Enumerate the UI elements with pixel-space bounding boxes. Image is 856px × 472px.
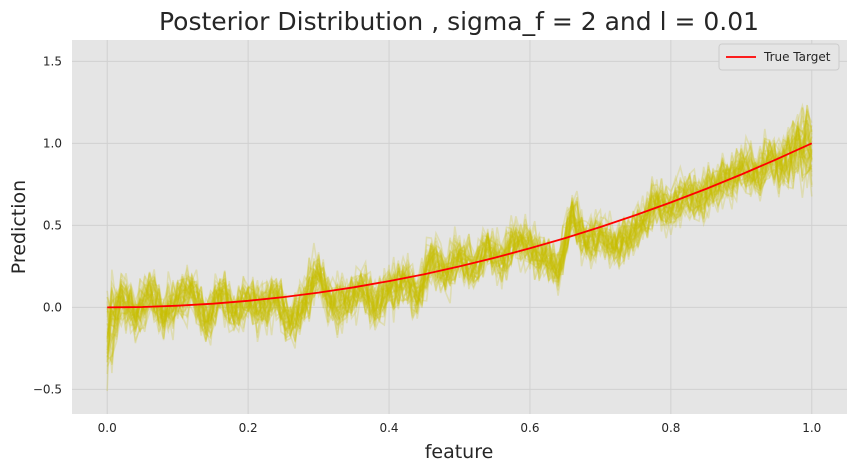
ticks-layer: 0.0 0.2 0.4 0.6 0.8 1.0 −0.5 0.0 0.5 1.0 1.5 [33, 54, 821, 435]
posterior-sample-line [106, 133, 813, 340]
true-target-line [107, 142, 813, 309]
posterior-sample-line [106, 120, 813, 365]
series-layer [107, 142, 813, 309]
x-tick-label: 0.8 [661, 421, 680, 435]
y-tick-label: 0.5 [43, 218, 62, 232]
plot-background [72, 40, 847, 414]
posterior-sample-line [106, 120, 813, 336]
y-tick-label: 1.5 [43, 54, 62, 68]
y-tick-label: 1.0 [43, 136, 62, 150]
x-tick-label: 1.0 [802, 421, 821, 435]
y-tick-label: −0.5 [33, 382, 62, 396]
posterior-sample-line [106, 104, 813, 336]
x-tick-label: 0.0 [98, 421, 117, 435]
posterior-sample-line [106, 120, 813, 340]
posterior-sample-line [106, 134, 813, 366]
y-axis-label: Prediction [8, 180, 30, 274]
posterior-sample-line [106, 109, 813, 351]
grid-layer [72, 40, 847, 414]
posterior-sample-line [106, 128, 813, 344]
x-tick-label: 0.2 [239, 421, 258, 435]
posterior-sample-line [106, 122, 813, 340]
posterior-sample-line [106, 127, 813, 348]
posterior-samples-layer [106, 102, 813, 391]
posterior-sample-line [106, 132, 813, 343]
legend: True Target [718, 43, 840, 71]
posterior-sample-line [106, 105, 813, 374]
y-tick-label: 0.0 [43, 300, 62, 314]
posterior-sample-line [106, 137, 813, 354]
posterior-sample-line [106, 114, 813, 339]
posterior-sample-line [106, 127, 813, 342]
posterior-sample-line [106, 125, 813, 361]
x-tick-label: 0.4 [379, 421, 398, 435]
posterior-sample-line [106, 128, 813, 343]
x-tick-label: 0.6 [520, 421, 539, 435]
posterior-sample-line [106, 140, 813, 338]
posterior-sample-line [106, 107, 813, 358]
chart-title: Posterior Distribution , sigma_f = 2 and… [159, 7, 759, 36]
posterior-sample-line [107, 135, 813, 335]
posterior-sample-line [106, 110, 813, 350]
posterior-sample-line [106, 138, 813, 367]
posterior-sample-line [106, 130, 812, 327]
posterior-sample-line [106, 113, 813, 343]
legend-label-true-target: True Target [763, 50, 831, 64]
posterior-sample-line [106, 126, 813, 343]
x-axis-label: feature [425, 441, 494, 463]
posterior-sample-line [106, 120, 813, 363]
posterior-sample-line [106, 108, 813, 363]
posterior-sample-line [106, 102, 813, 335]
legend-box [718, 43, 840, 71]
posterior-sample-line [106, 131, 813, 336]
posterior-sample-line [106, 115, 813, 354]
posterior-sample-line [106, 119, 813, 351]
posterior-sample-line [106, 120, 813, 391]
posterior-sample-line [106, 126, 813, 335]
posterior-sample-line [106, 142, 813, 345]
